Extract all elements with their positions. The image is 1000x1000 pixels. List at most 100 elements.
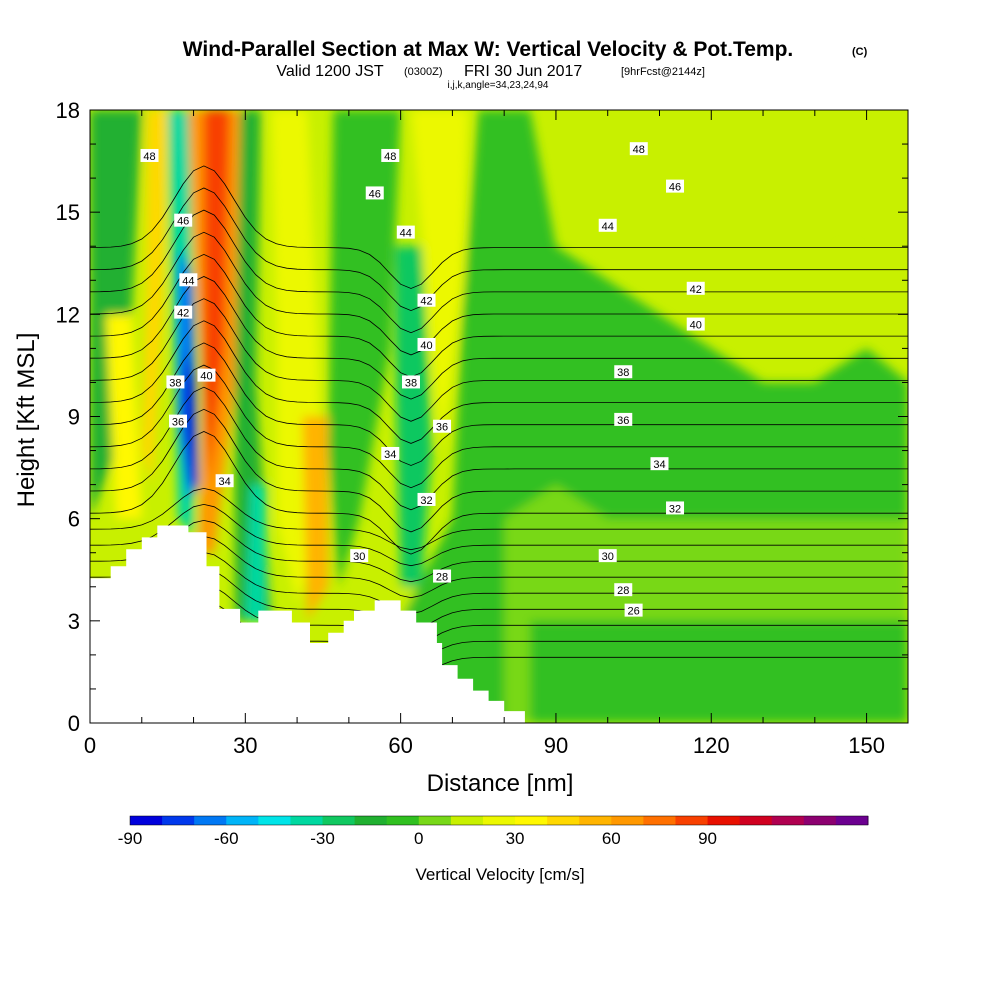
theta-label-bg: [614, 365, 633, 379]
theta-label-bg: [381, 446, 400, 460]
x-tick-label: 150: [848, 733, 885, 758]
theta-label-bg: [169, 414, 188, 428]
y-tick-label: 15: [56, 200, 80, 225]
colorbar-frame: [129, 815, 869, 826]
theta-label-bg: [614, 412, 633, 426]
velocity-region: [411, 110, 468, 451]
y-tick-label: 9: [68, 405, 80, 430]
x-axis: 0 30 60 90 120 150: [84, 110, 885, 758]
colorbar-swatch: [482, 816, 516, 825]
theta-label-bg: [686, 317, 705, 331]
theta-contour: [90, 209, 908, 334]
velocity-field: [90, 110, 908, 723]
velocity-region: [183, 348, 197, 485]
theta-contour: [90, 535, 908, 599]
colorbar-swatch: [611, 816, 644, 825]
theta-label: 34: [653, 459, 665, 471]
theta-label: 46: [177, 216, 189, 228]
theta-contour: [90, 386, 908, 511]
theta-label: 36: [172, 417, 184, 429]
theta-contour: [90, 487, 908, 551]
theta-contour: [90, 231, 908, 356]
colorbar-swatch: [675, 816, 709, 825]
colorbar-swatch: [739, 816, 773, 825]
x-tick-label: 30: [233, 733, 257, 758]
colorbar-swatch: [322, 816, 356, 825]
theta-contour: [90, 187, 908, 312]
theta-label-bg: [624, 603, 643, 617]
theta-label: 44: [182, 275, 194, 287]
y-tick-label: 12: [56, 302, 80, 327]
theta-label-bg: [666, 179, 685, 193]
colorbar-swatch: [258, 816, 291, 825]
y-tick-label: 6: [68, 507, 80, 532]
theta-label-bg: [650, 457, 669, 471]
colorbar-tick-label: -60: [214, 829, 239, 848]
theta-contour-labels: 48 48 48 46 46 46 44 44 44 42 42 42 40 40 40 38 38 38 36 36…: [140, 142, 705, 618]
theta-contour: [90, 408, 908, 533]
colorbar-swatch: [579, 816, 612, 825]
theta-label-bg: [614, 583, 633, 597]
theta-contour: [90, 320, 908, 444]
grid-indices: i,j,k,angle=34,23,24,94: [448, 80, 549, 91]
theta-label: 38: [405, 377, 417, 389]
theta-label: 32: [669, 503, 681, 515]
theta-label: 42: [420, 296, 432, 308]
theta-contour: [90, 551, 908, 615]
theta-label: 34: [384, 449, 396, 461]
theta-label: 36: [617, 415, 629, 427]
theta-label: 28: [617, 585, 629, 597]
theta-label: 44: [602, 221, 614, 233]
colorbar-swatch: [226, 816, 259, 825]
theta-label: 46: [369, 188, 381, 200]
subtitle-valid: Valid 1200 JST: [276, 63, 384, 80]
theta-label-bg: [365, 186, 384, 200]
theta-contours: [90, 165, 908, 679]
theta-contour: [90, 583, 908, 647]
colorbar-tick-label: -30: [310, 829, 335, 848]
velocity-region: [840, 246, 857, 315]
theta-label: 48: [633, 144, 645, 156]
theta-contour: [90, 567, 908, 631]
theta-label: 44: [400, 228, 412, 240]
theta-label-bg: [433, 569, 452, 583]
theta-label-bg: [401, 375, 420, 389]
theta-contour: [90, 276, 908, 400]
colorbar-swatch: [771, 816, 805, 825]
theta-label-bg: [215, 474, 234, 488]
colorbar-swatch: [162, 816, 195, 825]
theta-label-bg: [686, 281, 705, 295]
theta-label-bg: [174, 213, 193, 227]
y-tick-label: 18: [56, 98, 80, 123]
velocity-region: [203, 110, 230, 485]
velocity-region: [302, 416, 329, 621]
colorbar: -90 -60 -30 0 30 60 90 Vertical Velocity [cm/s…: [118, 815, 869, 884]
theta-label: 40: [690, 320, 702, 332]
theta-label: 42: [690, 284, 702, 296]
theta-label-bg: [417, 492, 436, 506]
colorbar-swatch: [450, 816, 484, 825]
y-axis-label: Height [Kft MSL]: [13, 333, 40, 508]
theta-label: 34: [218, 476, 230, 488]
theta-label-bg: [598, 549, 617, 563]
theta-contour: [90, 165, 908, 289]
colorbar-swatch: [354, 816, 388, 825]
colorbar-swatch: [835, 816, 869, 825]
theta-label-bg: [629, 142, 648, 156]
theta-label: 38: [617, 367, 629, 379]
theta-contour: [90, 431, 908, 555]
colorbar-tick-label: 30: [506, 829, 525, 848]
theta-label-bg: [179, 273, 198, 287]
subtitle-forecast: [9hrFcst@2144z]: [621, 66, 705, 78]
theta-label: 42: [177, 308, 189, 320]
theta-contour: [90, 503, 908, 567]
theta-label-bg: [140, 148, 159, 162]
theta-contour: [90, 298, 908, 422]
theta-contour: [90, 342, 908, 466]
colorbar-tick-label: -90: [118, 829, 143, 848]
colorbar-swatch: [386, 816, 420, 825]
theta-label: 28: [436, 572, 448, 584]
x-tick-label: 90: [544, 733, 568, 758]
theta-label-bg: [166, 375, 185, 389]
